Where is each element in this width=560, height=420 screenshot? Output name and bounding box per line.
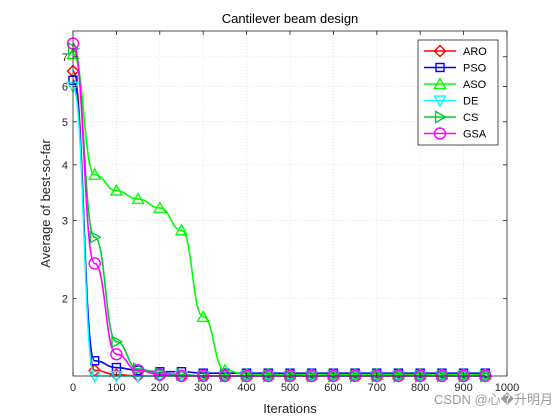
data-point-cs xyxy=(176,367,189,382)
x-tick-label: 100 xyxy=(107,382,125,394)
data-point-aso xyxy=(153,200,167,214)
x-tick-label: 700 xyxy=(368,382,386,394)
data-point-gsa xyxy=(153,368,167,381)
data-point-gsa xyxy=(88,257,101,270)
chart-title: Cantilever beam design xyxy=(222,11,359,26)
legend-entry-gsa: GSA xyxy=(424,127,487,141)
legend-entry-aro: ARO xyxy=(424,44,487,58)
axis-ticks: 0 100 200 300 400 500 600 700 800 900 1000 2 3 4 5 6 7 xyxy=(62,31,519,394)
series-line-aso xyxy=(72,53,486,376)
legend-marker-de xyxy=(433,95,447,108)
x-axis-label: Iterations xyxy=(263,401,317,416)
data-point-de xyxy=(109,370,124,383)
legend-marker-aso xyxy=(433,77,447,90)
legend-marker-cs xyxy=(434,110,447,124)
legend-label-de: DE xyxy=(463,96,478,108)
data-point-de xyxy=(88,370,102,383)
x-tick-label: 0 xyxy=(70,382,76,394)
legend-label-pso: PSO xyxy=(463,63,487,75)
x-tick-label: 300 xyxy=(194,382,212,394)
x-tick-label: 500 xyxy=(281,382,299,394)
y-tick-label: 4 xyxy=(62,160,68,172)
data-point-cs xyxy=(111,335,124,349)
legend: ARO PSO ASO DE CS GSA xyxy=(417,39,499,146)
data-point-aso xyxy=(218,363,232,376)
y-tick-label: 7 xyxy=(62,52,68,64)
data-point-cs xyxy=(89,230,102,244)
y-tick-label: 6 xyxy=(62,82,68,94)
data-point-aso xyxy=(88,167,102,180)
x-tick-label: 800 xyxy=(411,382,429,394)
x-tick-label: 600 xyxy=(324,382,342,394)
legend-box xyxy=(417,39,499,146)
legend-marker-aro xyxy=(433,44,447,58)
x-tick-label: 200 xyxy=(151,382,169,394)
legend-label-cs: CS xyxy=(463,112,478,124)
legend-entry-de: DE xyxy=(424,95,478,108)
data-point-cs xyxy=(67,41,80,56)
data-point-gsa xyxy=(110,348,123,361)
legend-entry-cs: CS xyxy=(424,110,478,124)
legend-marker-pso xyxy=(435,62,445,73)
legend-entry-aso: ASO xyxy=(424,77,487,91)
data-point-aso xyxy=(131,192,145,205)
data-point-aso xyxy=(109,183,124,196)
y-tick-label: 5 xyxy=(62,117,68,129)
legend-label-aso: ASO xyxy=(463,79,487,91)
data-point-aso xyxy=(196,309,210,322)
x-tick-label: 1000 xyxy=(495,382,519,394)
x-tick-label: 900 xyxy=(454,382,472,394)
legend-entry-pso: PSO xyxy=(424,63,487,75)
legend-label-aro: ARO xyxy=(463,46,487,58)
data-point-aso xyxy=(174,223,189,236)
watermark: CSDN @心�升明月 xyxy=(434,392,553,407)
x-tick-label: 400 xyxy=(237,382,255,394)
y-tick-label: 2 xyxy=(62,294,68,306)
legend-marker-gsa xyxy=(433,127,447,140)
legend-label-gsa: GSA xyxy=(463,129,487,141)
y-tick-label: 3 xyxy=(62,215,68,227)
y-axis-label: Average of best-so-far xyxy=(38,139,53,268)
data-point-de xyxy=(153,370,167,383)
